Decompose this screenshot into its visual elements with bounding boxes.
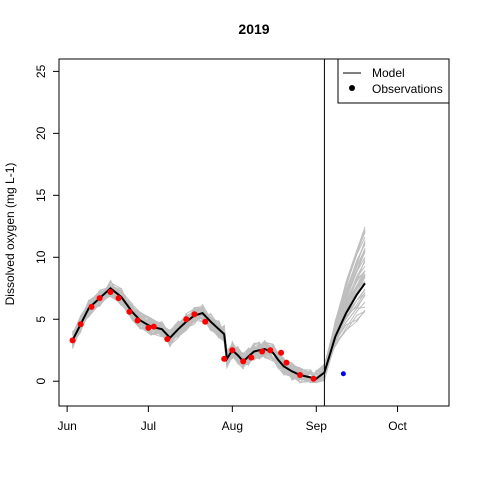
observation-point: [126, 308, 133, 315]
ensemble-member-line: [72, 240, 366, 384]
ensemble-member-line: [72, 251, 366, 382]
ensemble-member-line: [72, 248, 366, 383]
series-line-model: [71, 282, 366, 380]
ensemble-band: [72, 226, 366, 384]
y-tick-label: 25: [34, 64, 48, 78]
observation-point: [248, 354, 255, 361]
observation-point: [115, 295, 122, 302]
observation-point: [191, 311, 198, 318]
ensemble-member-line: [72, 226, 366, 383]
ensemble-member-line: [72, 244, 366, 384]
x-axis: Jun Jul Aug Sep Oct: [57, 405, 408, 433]
ensemble-member-line: [72, 236, 366, 384]
ensemble-member-line: [72, 229, 366, 384]
legend: Model Observations: [337, 58, 450, 104]
legend-observations-label: Observations: [372, 82, 443, 96]
legend-observations-symbol: [349, 85, 355, 91]
x-tick-label: Oct: [388, 419, 407, 433]
observation-point: [183, 316, 190, 323]
x-tick-label: Jul: [141, 419, 156, 433]
observation-point: [202, 318, 209, 325]
ensemble-member-line: [72, 248, 366, 384]
x-tick-label: Jun: [57, 419, 76, 433]
observation-point: [69, 337, 76, 344]
observation-point: [145, 324, 152, 331]
y-tick-label: 20: [34, 126, 48, 140]
observation-point: [259, 348, 266, 355]
observation-point: [134, 317, 141, 324]
ensemble-member-line: [72, 230, 366, 378]
observation-point: [310, 375, 317, 382]
ensemble-member-line: [72, 256, 366, 384]
observation-point: [278, 349, 285, 356]
y-tick-label: 10: [34, 250, 48, 264]
observation-point: [240, 358, 247, 365]
ensemble-member-line: [72, 259, 366, 384]
observation-point: [164, 336, 171, 343]
observation-point: [297, 372, 304, 379]
ensemble-member-line: [72, 232, 366, 384]
legend-model-label: Model: [372, 66, 405, 80]
observation-point: [283, 359, 290, 366]
chart-title: 2019: [238, 21, 269, 37]
observation-point: [150, 323, 157, 330]
legend-box: [337, 58, 450, 104]
y-axis: 0 5 10 15 20 25: [34, 64, 60, 385]
observation-point: [96, 295, 103, 302]
y-tick-label: 15: [34, 188, 48, 202]
y-axis-label: Dissolved oxygen (mg L-1): [3, 163, 17, 306]
ensemble-member-line: [72, 250, 366, 384]
ensemble-member-line: [72, 265, 366, 384]
ensemble-member-line: [72, 242, 366, 381]
observation-point: [107, 288, 114, 295]
y-tick-label: 5: [34, 316, 48, 323]
observation-points: [69, 288, 346, 382]
ensemble-member-line: [72, 243, 366, 383]
observation-point: [221, 355, 228, 362]
observation-point: [267, 347, 274, 354]
ensemble-member-line: [72, 248, 366, 380]
observation-point: [77, 321, 84, 328]
ensemble-member-line: [72, 231, 366, 380]
observation-point: [229, 347, 236, 354]
x-tick-label: Sep: [306, 419, 328, 433]
observation-point: [88, 303, 95, 310]
y-tick-label: 0: [34, 378, 48, 385]
future-observation-point: [340, 371, 346, 377]
x-tick-label: Aug: [222, 419, 243, 433]
